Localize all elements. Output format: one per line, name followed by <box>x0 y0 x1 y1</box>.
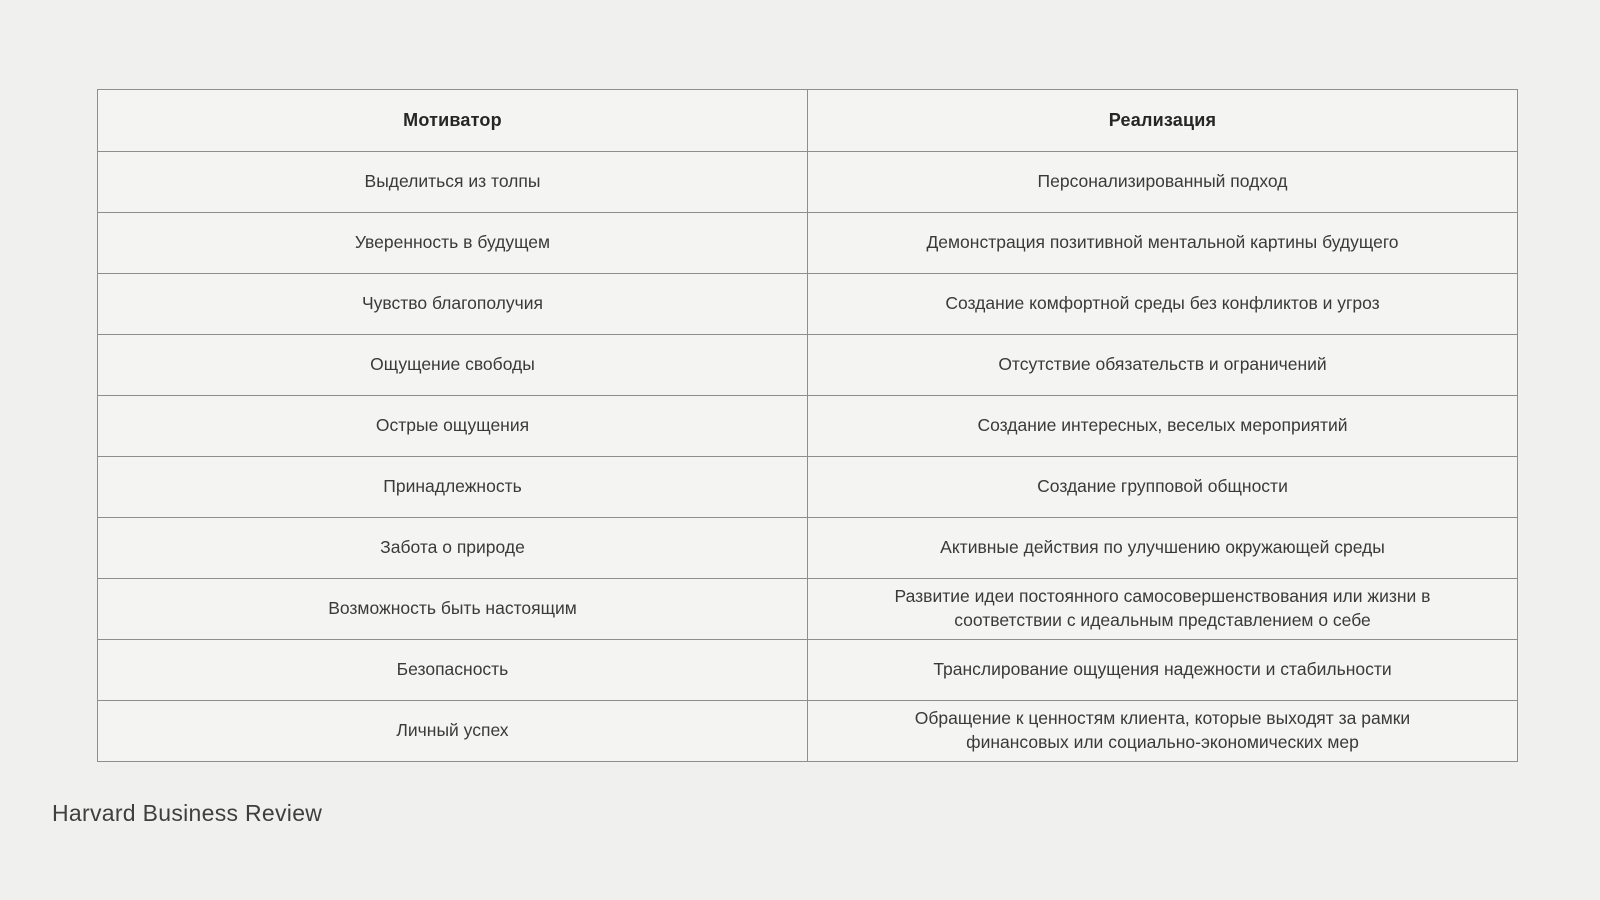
motivator-cell: Забота о природе <box>97 517 808 579</box>
motivator-cell: Безопасность <box>97 639 808 701</box>
table-row: Чувство благополучия Создание комфортной … <box>97 273 1518 335</box>
motivator-cell-text: Безопасность <box>396 659 509 680</box>
realization-cell-text: Создание групповой общности <box>1037 476 1288 497</box>
realization-cell: Создание комфортной среды без конфликтов… <box>807 273 1518 335</box>
realization-cell: Активные действия по улучшению окружающе… <box>807 517 1518 579</box>
motivator-cell: Личный успех <box>97 700 808 762</box>
table-row: Уверенность в будущем Демонстрация позити… <box>97 212 1518 274</box>
motivator-cell-text: Возможность быть настоящим <box>328 598 577 619</box>
motivator-cell-text: Чувство благополучия <box>361 293 544 314</box>
table-row: Ощущение свободы Отсутствие обязательств … <box>97 334 1518 396</box>
column-header-realization: Реализация <box>807 89 1518 152</box>
table-row: Забота о природе Активные действия по улу… <box>97 517 1518 579</box>
table-row: Принадлежность Создание групповой общност… <box>97 456 1518 518</box>
motivator-cell: Острые ощущения <box>97 395 808 457</box>
realization-cell: Персонализированный подход <box>807 151 1518 213</box>
realization-cell: Отсутствие обязательств и ограничений <box>807 334 1518 396</box>
realization-cell-text: Создание комфортной среды без конфликтов… <box>945 293 1380 314</box>
realization-cell: Развитие идеи постоянного самосовершенст… <box>807 578 1518 640</box>
column-header-motivator: Мотиватор <box>97 89 808 152</box>
realization-cell-text: Отсутствие обязательств и ограничений <box>998 354 1327 375</box>
realization-cell: Создание групповой общности <box>807 456 1518 518</box>
realization-cell: Обращение к ценностям клиента, которые в… <box>807 700 1518 762</box>
motivator-cell: Принадлежность <box>97 456 808 518</box>
table-row: Острые ощущения Создание интересных, весе… <box>97 395 1518 457</box>
realization-cell: Транслирование ощущения надежности и ста… <box>807 639 1518 701</box>
motivator-cell: Выделиться из толпы <box>97 151 808 213</box>
table-row: Выделиться из толпы Персонализированный п… <box>97 151 1518 213</box>
motivator-cell-text: Забота о природе <box>380 537 525 558</box>
realization-cell: Создание интересных, веселых мероприятий <box>807 395 1518 457</box>
motivator-cell: Возможность быть настоящим <box>97 578 808 640</box>
realization-cell-text: Транслирование ощущения надежности и ста… <box>933 659 1392 680</box>
motivator-cell-text: Уверенность в будущем <box>354 232 551 253</box>
motivator-cell: Чувство благополучия <box>97 273 808 335</box>
motivator-table: Мотиватор Реализация Выделиться из толпы… <box>97 89 1518 762</box>
motivator-cell: Уверенность в будущем <box>97 212 808 274</box>
realization-cell-text: Активные действия по улучшению окружающе… <box>940 537 1385 558</box>
motivator-cell: Ощущение свободы <box>97 334 808 396</box>
realization-cell: Демонстрация позитивной ментальной карти… <box>807 212 1518 274</box>
realization-cell-text: Обращение к ценностям клиента, которые в… <box>914 708 1411 752</box>
table-body: Выделиться из толпы Персонализированный п… <box>97 151 1518 762</box>
table-header-row: Мотиватор Реализация <box>97 89 1518 152</box>
table-row: Личный успех Обращение к ценностям клиент… <box>97 700 1518 762</box>
realization-cell-text: Персонализированный подход <box>1037 171 1288 192</box>
source-attribution: Harvard Business Review <box>52 800 323 826</box>
motivator-cell-text: Личный успех <box>396 720 509 741</box>
table-row: Возможность быть настоящим Развитие идеи … <box>97 578 1518 640</box>
realization-cell-text: Создание интересных, веселых мероприятий <box>977 415 1348 436</box>
motivator-cell-text: Принадлежность <box>383 476 522 497</box>
realization-cell-text: Развитие идеи постоянного самосовершенст… <box>894 586 1431 630</box>
motivator-cell-text: Ощущение свободы <box>370 354 535 375</box>
realization-cell-text: Демонстрация позитивной ментальной карти… <box>926 232 1399 253</box>
motivator-cell-text: Выделиться из толпы <box>364 171 541 192</box>
motivator-cell-text: Острые ощущения <box>375 415 530 436</box>
table-row: Безопасность Транслирование ощущения наде… <box>97 639 1518 701</box>
